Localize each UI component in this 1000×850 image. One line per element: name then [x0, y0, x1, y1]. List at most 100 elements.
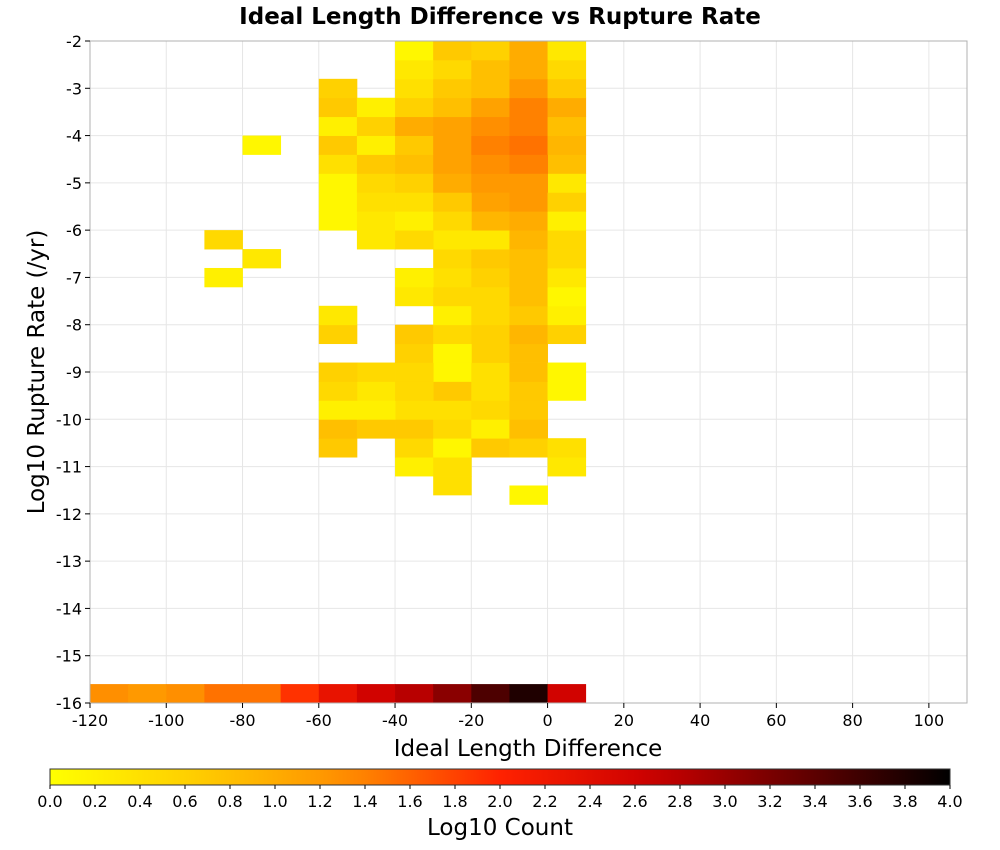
x-tick-label: 40 — [690, 711, 710, 730]
heatmap-cell — [509, 135, 548, 155]
colorbar-tick-label: 0.8 — [217, 792, 242, 811]
heatmap-cell — [433, 438, 472, 458]
heatmap-cell — [471, 116, 510, 136]
heatmap-cell — [509, 286, 548, 307]
heatmap-cell — [433, 173, 472, 193]
heatmap-cell — [395, 41, 434, 61]
heatmap-cell — [395, 97, 434, 118]
heatmap-cell — [433, 116, 472, 136]
heatmap-cell — [318, 192, 358, 212]
heatmap-cell — [509, 41, 548, 61]
heatmap-cell — [318, 211, 358, 231]
heatmap-cell — [395, 78, 434, 99]
heatmap-cell — [433, 324, 472, 345]
heatmap-cell — [471, 419, 510, 439]
heatmap-cell — [547, 97, 587, 118]
heatmap-cell — [433, 267, 472, 288]
heatmap-cell — [547, 78, 587, 99]
heatmap-cell — [318, 78, 358, 99]
heatmap-cell — [433, 97, 472, 118]
heatmap-cell — [433, 400, 472, 420]
colorbar-tick-label: 0.0 — [37, 792, 62, 811]
heatmap-cell — [509, 324, 548, 345]
heatmap-cell — [471, 362, 510, 382]
y-tick-label: -10 — [56, 410, 82, 429]
heatmap-cell — [433, 476, 472, 496]
heatmap-cell — [356, 419, 396, 439]
heatmap-cell — [433, 305, 472, 326]
heatmap-cell — [547, 230, 587, 250]
heatmap-cell — [433, 684, 472, 703]
heatmap-cell — [509, 438, 548, 458]
heatmap-cell — [318, 400, 358, 420]
heatmap-cell — [509, 400, 548, 420]
heatmap-cell — [433, 419, 472, 439]
heatmap-cell — [128, 684, 167, 703]
heatmap-cell — [395, 173, 434, 193]
heatmap-cell — [547, 438, 587, 458]
heatmap-cell — [509, 362, 548, 382]
heatmap-cell — [395, 362, 434, 382]
heatmap-cell — [509, 59, 548, 80]
heatmap-cell — [318, 438, 358, 458]
heatmap-cell — [471, 400, 510, 420]
colorbar-tick-label: 0.6 — [172, 792, 197, 811]
heatmap-cell — [395, 230, 434, 250]
x-tick-label: 0 — [542, 711, 552, 730]
heatmap-cell — [471, 438, 510, 458]
heatmap-cell — [356, 362, 396, 382]
colorbar-tick-label: 2.8 — [667, 792, 692, 811]
heatmap-cell — [547, 192, 587, 212]
heatmap-cell — [471, 684, 510, 703]
heatmap-cell — [318, 324, 358, 345]
heatmap-cell — [547, 135, 587, 155]
heatmap-cell — [395, 684, 434, 703]
x-tick-label: -60 — [306, 711, 332, 730]
heatmap-cell — [547, 41, 587, 61]
y-axis-ticks: -16 -15 -14 -13 -12 -11 -10 -9 -8 -7 -6 -5 -4 -3 -2 — [56, 32, 90, 713]
heatmap-cell — [547, 211, 587, 231]
heatmap-cell — [242, 249, 282, 269]
colorbar — [49, 768, 951, 786]
chart-title: Ideal Length Difference vs Rupture Rate — [239, 4, 761, 30]
heatmap-cell — [433, 59, 472, 80]
heatmap-cell — [509, 173, 548, 193]
heatmap-cell — [509, 97, 548, 118]
heatmap-cell — [204, 267, 243, 288]
x-tick-label: -40 — [382, 711, 408, 730]
heatmap-cell — [395, 116, 434, 136]
heatmap-cell — [395, 324, 434, 345]
heatmap-cell — [318, 362, 358, 382]
x-axis-label: Ideal Length Difference — [394, 736, 663, 762]
colorbar-tick-label: 2.0 — [487, 792, 512, 811]
heatmap-cell — [433, 41, 472, 61]
heatmap-cell — [395, 154, 434, 174]
y-tick-label: -16 — [56, 694, 82, 713]
heatmap-cell — [471, 59, 510, 80]
heatmap-cell — [547, 305, 587, 326]
y-tick-label: -15 — [56, 647, 82, 666]
heatmap-cell — [471, 286, 510, 307]
heatmap-cell — [395, 381, 434, 401]
x-tick-label: -20 — [458, 711, 484, 730]
heatmap-cell — [509, 381, 548, 401]
heatmap-cell — [356, 97, 396, 118]
heatmap-cell — [318, 419, 358, 439]
heatmap-cell — [395, 343, 434, 363]
heatmap-cell — [509, 116, 548, 136]
heatmap-cell — [509, 249, 548, 269]
y-tick-label: -8 — [66, 316, 82, 335]
heatmap-cell — [433, 249, 472, 269]
heatmap-cell — [433, 381, 472, 401]
heatmap-cell — [547, 116, 587, 136]
heatmap-cell — [395, 211, 434, 231]
heatmap-cell — [318, 684, 358, 703]
heatmap-cell — [395, 192, 434, 212]
x-axis-ticks: -120 -100 -80 -60 -40 -20 0 20 40 60 80 100 — [72, 703, 944, 730]
colorbar-tick-label: 3.0 — [712, 792, 737, 811]
heatmap-cell — [509, 343, 548, 363]
colorbar-tick-label: 1.4 — [352, 792, 377, 811]
heatmap-cell — [471, 154, 510, 174]
heatmap-cell — [433, 457, 472, 477]
